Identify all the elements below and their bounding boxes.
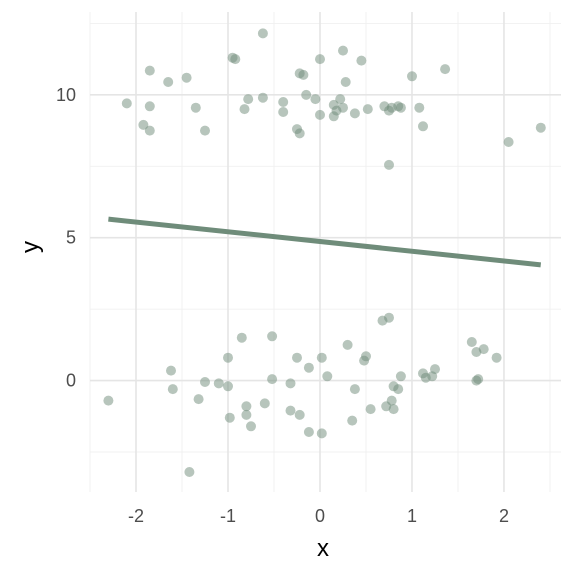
data-point [388, 404, 399, 415]
y-tick-label: 0 [66, 371, 76, 391]
data-point [491, 352, 502, 363]
data-point [144, 65, 155, 76]
data-point [144, 101, 155, 112]
data-point [267, 374, 278, 385]
y-tick-label: 5 [66, 228, 76, 248]
data-point [440, 64, 451, 75]
data-point [473, 374, 484, 385]
data-point [395, 102, 406, 113]
data-point [144, 125, 155, 136]
x-tick-label: -2 [128, 506, 144, 526]
data-point [301, 89, 312, 100]
data-point [386, 395, 397, 406]
data-point [167, 384, 178, 395]
data-point [407, 71, 417, 82]
data-point [257, 92, 268, 103]
data-point [478, 344, 489, 355]
data-point [335, 94, 346, 105]
data-point [200, 125, 210, 136]
data-point [393, 384, 404, 395]
data-point [340, 77, 351, 87]
data-point [294, 128, 305, 139]
data-point [163, 77, 174, 87]
data-point [292, 352, 302, 363]
x-tick-label: 2 [499, 506, 509, 526]
x-axis-title: x [317, 535, 329, 562]
scatter-points [103, 28, 546, 477]
data-point [138, 119, 149, 130]
x-tick-label: 0 [315, 506, 325, 526]
data-point [535, 122, 546, 133]
trend-line-group [108, 216, 542, 268]
data-point [246, 421, 256, 432]
grid [89, 12, 561, 492]
y-tick-labels: 0 5 10 [56, 85, 76, 391]
data-point [190, 102, 201, 113]
data-point [361, 351, 371, 362]
data-point [338, 45, 348, 56]
x-tick-label: -1 [220, 506, 236, 526]
data-point [223, 381, 233, 392]
data-point [347, 415, 358, 426]
data-point [213, 378, 224, 389]
data-point [356, 55, 367, 66]
data-point [342, 339, 353, 350]
data-point [315, 54, 325, 65]
data-point [230, 54, 241, 65]
data-point [278, 107, 289, 117]
data-point [365, 404, 376, 415]
y-tick-label: 10 [56, 85, 76, 105]
data-point [316, 352, 327, 363]
data-point [200, 377, 210, 387]
data-point [223, 352, 233, 363]
data-point [503, 137, 514, 147]
data-point [257, 28, 268, 39]
data-point [278, 97, 289, 107]
x-tick-label: 1 [407, 506, 417, 526]
data-point [224, 412, 235, 423]
data-point [466, 337, 477, 347]
data-point [349, 384, 360, 395]
data-point [316, 428, 327, 439]
data-point [322, 371, 333, 382]
data-point [310, 94, 321, 105]
data-point [338, 102, 348, 113]
data-point [259, 398, 270, 409]
data-point [298, 69, 309, 80]
data-point [193, 394, 204, 405]
data-point [181, 72, 192, 83]
data-point [184, 467, 195, 477]
data-point [362, 104, 373, 115]
data-point [349, 108, 360, 119]
data-point [395, 371, 406, 382]
data-point [121, 98, 132, 109]
data-point [239, 104, 250, 115]
data-point [384, 159, 394, 170]
data-point [303, 362, 314, 373]
data-point [384, 312, 394, 323]
trend-line [108, 216, 542, 268]
data-point [294, 409, 305, 420]
data-point [267, 331, 278, 342]
data-point [418, 121, 428, 132]
x-tick-labels: -2 -1 0 1 2 [128, 506, 509, 526]
data-point [328, 111, 339, 122]
data-point [103, 395, 114, 406]
data-point [285, 378, 296, 389]
data-point [166, 365, 176, 376]
data-point [315, 109, 325, 120]
data-point [285, 405, 296, 416]
y-axis-title: y [17, 241, 44, 253]
data-point [430, 364, 440, 375]
data-point [243, 94, 254, 105]
data-point [241, 401, 252, 412]
data-point [236, 332, 247, 343]
data-point [303, 427, 314, 437]
data-point [241, 409, 252, 420]
data-point [414, 102, 425, 113]
